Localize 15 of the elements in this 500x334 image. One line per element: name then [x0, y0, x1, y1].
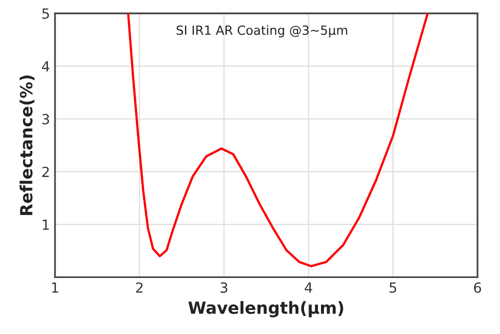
y-axis-title: Reflectance(%) [20, 75, 34, 215]
y-tick-label: 4 [42, 61, 50, 72]
line-series [127, 13, 429, 268]
x-tick-label: 6 [474, 282, 482, 293]
x-tick-label: 1 [52, 282, 58, 293]
x-tick-label: 3 [220, 282, 228, 293]
text: SI IR1 AR Coating @3~5μm [176, 25, 348, 38]
y-tick-label: 3 [42, 114, 50, 124]
x-tick-label: 2 [136, 282, 143, 293]
x-tick-label: 5 [390, 282, 396, 293]
y-tick-label: 1 [42, 220, 49, 230]
x-axis-title: Wavelength(μm) [188, 301, 344, 318]
y-tick-label: 2 [42, 166, 49, 177]
y-tick-label: 5 [42, 8, 49, 19]
x-tick-label: 4 [304, 282, 312, 293]
